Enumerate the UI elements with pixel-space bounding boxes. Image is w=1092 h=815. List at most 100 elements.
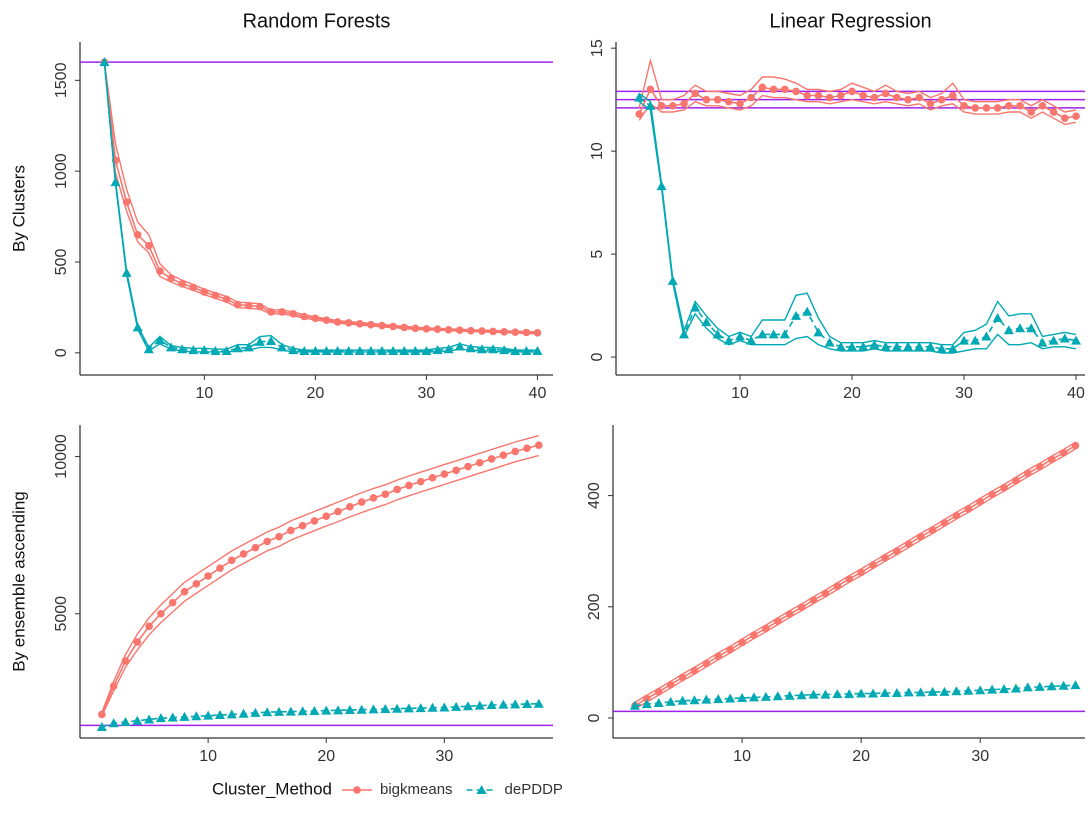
- point: [738, 638, 746, 647]
- point: [726, 645, 734, 654]
- point: [421, 346, 432, 356]
- point: [254, 336, 265, 346]
- point: [157, 609, 165, 618]
- point: [167, 712, 178, 722]
- point: [1000, 484, 1008, 492]
- point: [1015, 323, 1026, 333]
- point: [178, 280, 186, 288]
- point: [634, 92, 645, 102]
- point: [392, 703, 403, 713]
- point: [533, 698, 544, 708]
- point: [975, 685, 986, 695]
- point: [486, 699, 497, 709]
- point: [487, 455, 496, 463]
- point: [748, 692, 759, 702]
- point: [277, 342, 288, 352]
- legend-marker: [353, 786, 361, 794]
- point: [367, 320, 375, 329]
- point: [96, 721, 107, 731]
- legend-label: bigkmeans: [380, 781, 453, 798]
- point: [857, 568, 865, 577]
- point: [820, 689, 831, 699]
- point: [309, 705, 320, 715]
- point: [427, 702, 438, 712]
- point: [263, 537, 271, 546]
- point: [489, 327, 497, 336]
- point: [891, 341, 902, 351]
- point: [443, 344, 454, 354]
- point: [879, 687, 890, 697]
- point: [904, 95, 912, 104]
- point: [949, 91, 957, 100]
- legend-marker: [476, 785, 487, 794]
- point: [299, 346, 310, 356]
- point: [262, 707, 273, 717]
- point: [467, 326, 475, 335]
- point: [132, 322, 143, 332]
- band-line: [101, 435, 539, 714]
- point: [321, 346, 332, 356]
- point: [400, 323, 409, 332]
- point: [916, 532, 925, 541]
- band-line: [638, 92, 1077, 346]
- y-tick-label: 15: [589, 39, 606, 57]
- point: [678, 673, 687, 682]
- y-tick-label: 5000: [53, 596, 70, 632]
- point: [781, 85, 789, 94]
- point: [214, 710, 225, 720]
- point: [723, 335, 734, 345]
- point: [356, 319, 364, 328]
- point: [156, 267, 164, 275]
- point: [928, 526, 937, 534]
- y-axis-label: By ensemble ascending: [9, 491, 28, 672]
- point: [238, 708, 249, 718]
- point: [322, 512, 331, 521]
- point: [993, 104, 1002, 112]
- point: [813, 327, 824, 337]
- point: [915, 93, 924, 102]
- point: [666, 680, 675, 689]
- point: [713, 694, 724, 704]
- point: [322, 316, 331, 324]
- panel-title: Random Forests: [243, 10, 391, 32]
- point: [848, 87, 856, 96]
- point: [523, 444, 531, 453]
- point: [1035, 462, 1044, 471]
- point: [144, 714, 155, 724]
- band-line: [638, 94, 1077, 126]
- point: [221, 346, 232, 356]
- x-tick-label: 10: [733, 748, 751, 765]
- point: [251, 543, 260, 552]
- y-tick-label: 10: [589, 142, 606, 160]
- point: [758, 83, 767, 92]
- point: [1038, 102, 1047, 110]
- point: [792, 87, 800, 96]
- point: [274, 706, 285, 716]
- x-tick-label: 30: [435, 748, 453, 765]
- point: [389, 322, 397, 331]
- point: [203, 710, 214, 720]
- point: [522, 699, 533, 709]
- point: [645, 100, 656, 110]
- point: [298, 521, 307, 530]
- point: [702, 659, 711, 668]
- point: [510, 699, 521, 709]
- point: [289, 309, 297, 318]
- point: [881, 89, 890, 98]
- point: [511, 328, 520, 336]
- point: [981, 331, 992, 341]
- point: [987, 684, 998, 694]
- point: [239, 550, 248, 558]
- point: [191, 711, 202, 721]
- legend-label: dePDDP: [505, 781, 563, 798]
- point: [1049, 108, 1058, 116]
- point: [380, 704, 391, 714]
- point: [210, 346, 221, 356]
- band-line: [638, 57, 1077, 113]
- point: [847, 341, 858, 351]
- point: [1010, 683, 1021, 693]
- point: [891, 687, 902, 697]
- point: [714, 652, 723, 661]
- point: [1034, 681, 1045, 691]
- point: [926, 99, 935, 108]
